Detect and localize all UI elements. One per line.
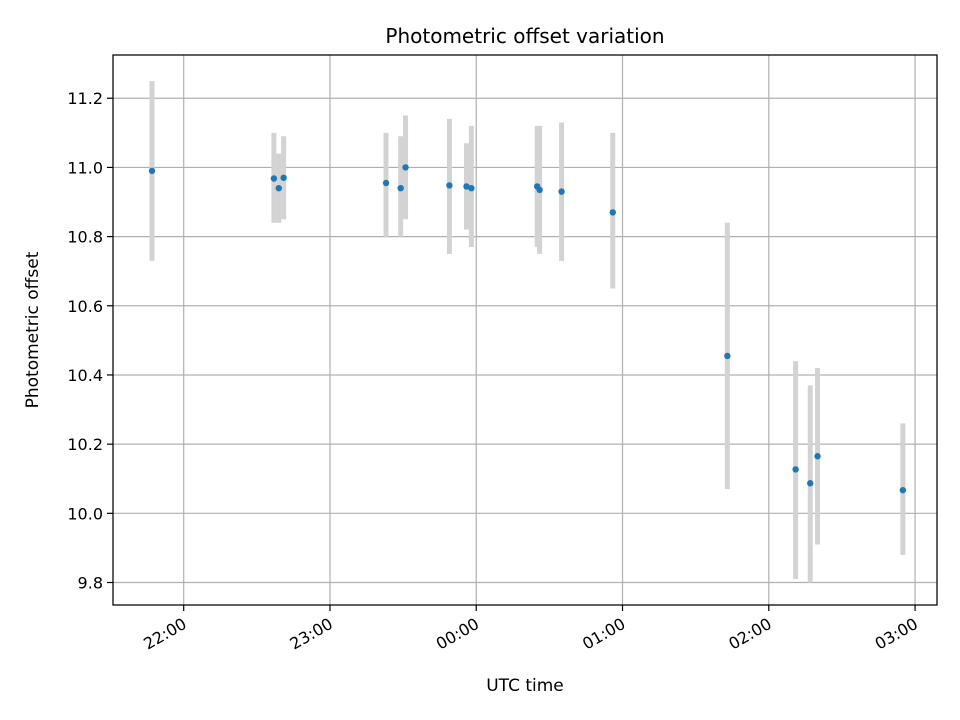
data-point bbox=[536, 186, 543, 194]
data-point bbox=[275, 184, 282, 192]
data-point bbox=[270, 175, 278, 182]
grid bbox=[113, 55, 937, 605]
data-point bbox=[463, 183, 470, 190]
data-point bbox=[382, 179, 390, 187]
y-tick-label: 10.0 bbox=[67, 504, 103, 523]
data-point bbox=[148, 167, 156, 175]
data-point bbox=[609, 209, 616, 216]
data-point bbox=[807, 480, 814, 487]
y-tick-label: 10.2 bbox=[67, 435, 103, 454]
y-tick-label: 10.8 bbox=[67, 228, 103, 247]
data-point bbox=[792, 466, 799, 473]
y-tick-label: 9.8 bbox=[78, 574, 103, 593]
data-point bbox=[724, 352, 731, 360]
chart-title: Photometric offset variation bbox=[385, 24, 664, 48]
y-axis-label: Photometric offset bbox=[23, 251, 43, 408]
data-point bbox=[397, 184, 404, 192]
data-point bbox=[468, 184, 475, 192]
y-tick-label: 11.0 bbox=[67, 158, 103, 177]
data-point bbox=[899, 486, 907, 494]
data-point bbox=[558, 188, 565, 195]
y-axis: 9.8 10.0 10.2 10.4 10.6 10.8 11.0 11.2 bbox=[67, 89, 113, 593]
data-point bbox=[280, 174, 287, 181]
data-points bbox=[148, 164, 907, 494]
y-tick-label: 10.4 bbox=[67, 366, 103, 385]
y-tick-label: 11.2 bbox=[67, 89, 103, 108]
data-point bbox=[814, 453, 821, 460]
plot-frame bbox=[112, 54, 938, 606]
y-tick-label: 10.6 bbox=[67, 297, 103, 316]
x-axis-label: UTC time bbox=[486, 676, 564, 696]
data-point bbox=[446, 182, 453, 189]
data-point bbox=[402, 164, 409, 171]
